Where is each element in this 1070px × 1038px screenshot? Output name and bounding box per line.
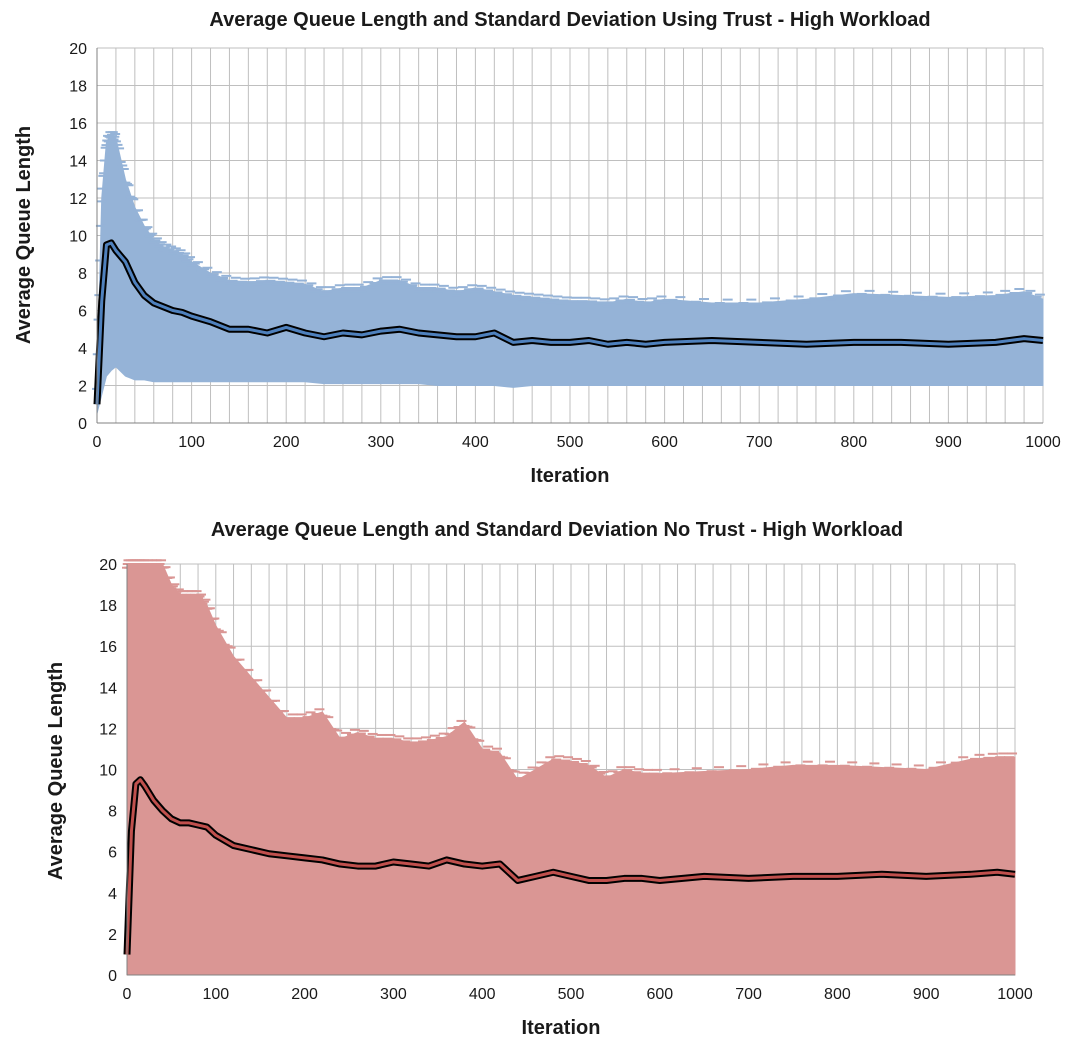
y-tick-label: 6 <box>108 845 117 862</box>
error-bar-caps <box>122 559 1018 785</box>
chart-title: Average Queue Length and Standard Deviat… <box>211 519 903 541</box>
x-tick-label: 900 <box>935 434 962 451</box>
x-axis-label: Iteration <box>531 465 610 487</box>
y-tick-label: 16 <box>99 639 117 656</box>
y-tick-label: 12 <box>99 721 117 738</box>
y-tick-label: 20 <box>69 41 87 58</box>
y-tick-label: 8 <box>78 266 87 283</box>
x-tick-label: 100 <box>178 434 205 451</box>
x-tick-label: 800 <box>824 986 851 1003</box>
x-tick-label: 500 <box>557 434 584 451</box>
y-tick-label: 0 <box>108 968 117 985</box>
x-tick-label: 600 <box>651 434 678 451</box>
y-tick-label: 10 <box>99 763 117 780</box>
x-tick-label: 1000 <box>997 986 1033 1003</box>
y-axis-label: Average Queue Length <box>13 126 35 344</box>
chart-top-svg: Average Queue Length and Standard Deviat… <box>13 9 1061 487</box>
x-tick-label: 900 <box>913 986 940 1003</box>
mean-line <box>125 778 1016 955</box>
x-tick-label: 1000 <box>1025 434 1061 451</box>
y-tick-label: 2 <box>78 379 87 396</box>
x-tick-label: 200 <box>291 986 318 1003</box>
y-tick-label: 8 <box>108 804 117 821</box>
chart-top: Average Queue Length and Standard Deviat… <box>13 9 1061 487</box>
y-tick-label: 6 <box>78 304 87 321</box>
y-tick-label: 20 <box>99 557 117 574</box>
y-tick-label: 2 <box>108 927 117 944</box>
chart-title: Average Queue Length and Standard Deviat… <box>209 9 930 31</box>
y-tick-label: 4 <box>108 886 117 903</box>
y-tick-label: 16 <box>69 116 87 133</box>
x-tick-label: 600 <box>646 986 673 1003</box>
x-tick-label: 800 <box>840 434 867 451</box>
x-tick-label: 400 <box>462 434 489 451</box>
y-tick-label: 10 <box>69 229 87 246</box>
x-tick-label: 400 <box>469 986 496 1003</box>
chart-bottom: Average Queue Length and Standard Deviat… <box>0 519 1070 1038</box>
x-tick-label: 700 <box>735 986 762 1003</box>
x-axis-label: Iteration <box>522 1017 601 1038</box>
y-tick-label: 14 <box>69 154 87 171</box>
y-tick-label: 0 <box>78 416 87 433</box>
x-tick-label: 500 <box>558 986 585 1003</box>
x-tick-label: 200 <box>273 434 300 451</box>
y-tick-label: 12 <box>69 191 87 208</box>
y-axis-label: Average Queue Length <box>45 662 67 880</box>
x-tick-label: 700 <box>746 434 773 451</box>
chart-bottom-svg: Average Queue Length and Standard Deviat… <box>45 519 1033 1038</box>
x-tick-label: 300 <box>367 434 394 451</box>
y-tick-label: 14 <box>99 680 117 697</box>
mean-line <box>95 241 1044 405</box>
x-tick-label: 0 <box>123 986 132 1003</box>
x-tick-label: 0 <box>93 434 102 451</box>
y-tick-label: 18 <box>69 79 87 96</box>
y-tick-label: 18 <box>99 598 117 615</box>
x-tick-label: 100 <box>202 986 229 1003</box>
x-tick-label: 300 <box>380 986 407 1003</box>
error-bar-caps <box>92 131 1045 390</box>
y-tick-label: 4 <box>78 341 87 358</box>
